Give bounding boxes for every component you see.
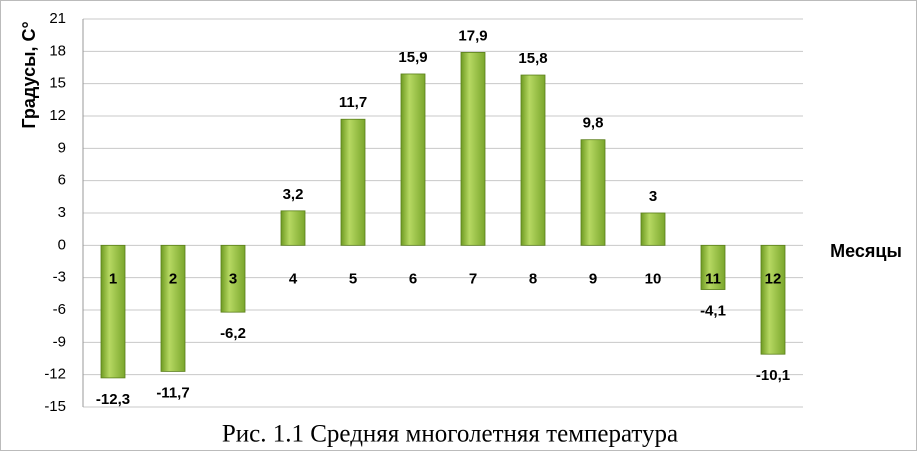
x-tick-label: 5 bbox=[349, 270, 357, 287]
bar bbox=[400, 73, 426, 246]
y-tick-label: -12 bbox=[44, 366, 66, 383]
value-label: -10,1 bbox=[756, 367, 790, 384]
y-tick-label: 9 bbox=[58, 139, 66, 156]
x-axis-label: Месяцы bbox=[830, 241, 902, 261]
bar bbox=[640, 212, 666, 246]
x-tick-label: 11 bbox=[705, 270, 721, 287]
y-tick-label: 12 bbox=[49, 107, 66, 124]
x-tick-label: 7 bbox=[469, 270, 477, 287]
x-tick-label: 6 bbox=[409, 270, 417, 287]
bar bbox=[580, 139, 606, 246]
bar bbox=[160, 244, 186, 372]
x-tick-label: 12 bbox=[765, 270, 782, 287]
y-axis-label: Градусы, С° bbox=[19, 21, 39, 128]
x-tick-label: 1 bbox=[109, 270, 117, 287]
x-tick-label: 10 bbox=[645, 270, 662, 287]
y-tick-label: 6 bbox=[58, 172, 66, 189]
x-tick-label: 9 bbox=[589, 270, 597, 287]
bar bbox=[700, 244, 726, 290]
bar bbox=[100, 244, 126, 379]
y-tick-label: -6 bbox=[53, 301, 66, 318]
y-tick-label: -15 bbox=[44, 398, 66, 415]
value-label: -6,2 bbox=[220, 325, 246, 342]
bar bbox=[340, 118, 366, 246]
x-tick-label: 3 bbox=[229, 270, 237, 287]
x-tick-label: 2 bbox=[169, 270, 177, 287]
bar bbox=[460, 52, 486, 246]
value-label: 17,9 bbox=[458, 27, 487, 44]
y-tick-label: -3 bbox=[53, 269, 66, 286]
value-label: -12,3 bbox=[96, 391, 130, 408]
value-label: -4,1 bbox=[700, 302, 726, 319]
value-label: -11,7 bbox=[156, 384, 189, 401]
x-tick-label: 4 bbox=[289, 270, 298, 287]
y-tick-label: 15 bbox=[49, 75, 66, 92]
value-label: 3 bbox=[649, 188, 657, 205]
y-tick-label: 21 bbox=[49, 10, 66, 27]
y-tick-label: -9 bbox=[53, 333, 66, 350]
y-tick-label: 3 bbox=[58, 204, 66, 221]
value-label: 9,8 bbox=[583, 115, 604, 132]
x-tick-label: 8 bbox=[529, 270, 537, 287]
bar bbox=[520, 74, 546, 246]
value-label: 15,9 bbox=[398, 49, 427, 66]
value-label: 15,8 bbox=[518, 50, 547, 67]
value-label: 11,7 bbox=[339, 94, 367, 111]
y-tick-label: 18 bbox=[49, 42, 66, 59]
value-label: 3,2 bbox=[283, 186, 304, 203]
bar bbox=[280, 210, 306, 246]
bar bbox=[760, 244, 786, 355]
chart-title: Рис. 1.1 Средняя многолетняя температура bbox=[222, 421, 678, 448]
y-tick-label: 0 bbox=[58, 236, 66, 253]
bar bbox=[220, 244, 246, 313]
